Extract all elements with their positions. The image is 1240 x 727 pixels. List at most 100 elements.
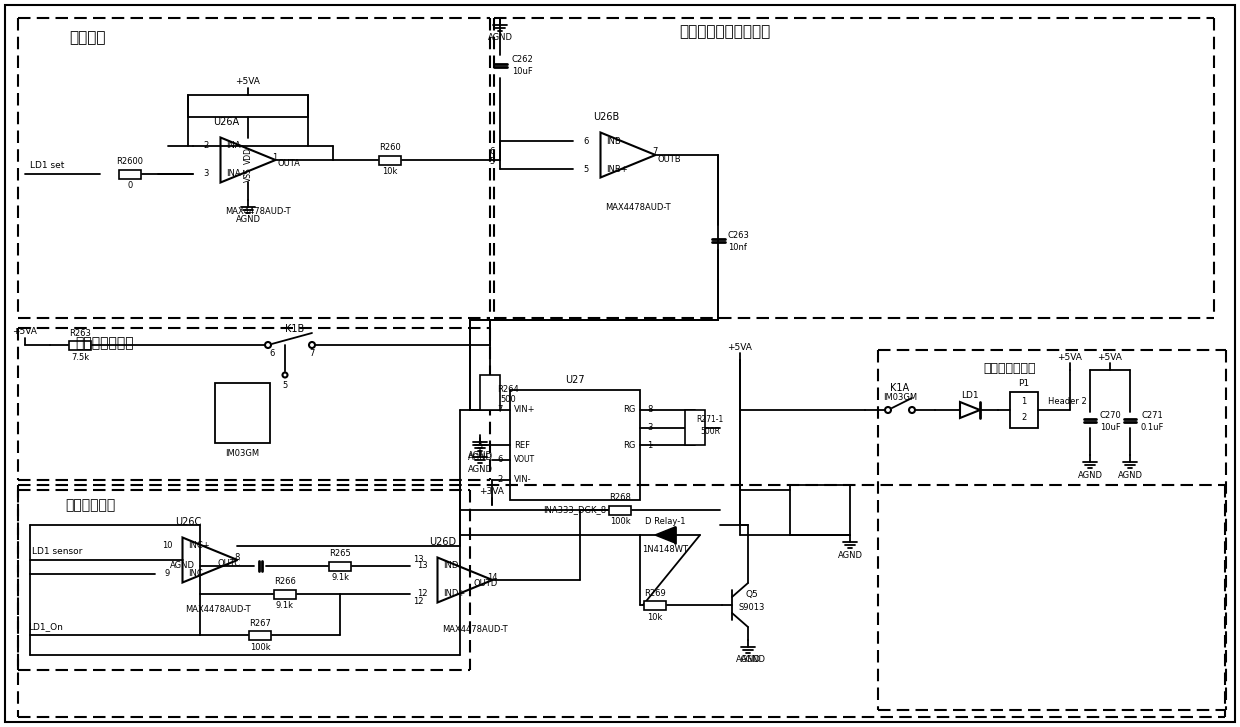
Text: 500R: 500R: [701, 427, 720, 436]
Text: IM03GM: IM03GM: [224, 449, 259, 457]
Text: 5: 5: [477, 441, 482, 449]
Text: S9013: S9013: [739, 603, 765, 611]
Text: 0: 0: [128, 180, 133, 190]
Text: D Relay-1: D Relay-1: [645, 516, 686, 526]
Bar: [249, 630, 272, 640]
Text: K1A: K1A: [890, 383, 910, 393]
Text: AGND: AGND: [467, 451, 492, 459]
Text: OUTB: OUTB: [658, 155, 682, 164]
Text: AGND: AGND: [467, 465, 492, 475]
Text: 7.5k: 7.5k: [71, 353, 89, 361]
Text: RG: RG: [624, 406, 636, 414]
Text: R268: R268: [609, 494, 631, 502]
Text: 6: 6: [269, 350, 275, 358]
Text: U26C: U26C: [175, 517, 201, 527]
Text: AGND: AGND: [170, 561, 195, 571]
Text: OUTC: OUTC: [218, 558, 241, 568]
Text: INA333_DGK_8: INA333_DGK_8: [543, 505, 606, 515]
Text: 滤波部分: 滤波部分: [69, 31, 107, 46]
Text: U26D: U26D: [429, 537, 456, 547]
Text: MAX4478AUD-T: MAX4478AUD-T: [605, 203, 671, 212]
Text: AGND: AGND: [740, 656, 765, 664]
Text: R271-1: R271-1: [697, 416, 724, 425]
Text: LD1 set: LD1 set: [30, 161, 64, 171]
Text: 10k: 10k: [382, 167, 398, 177]
Text: R263: R263: [69, 329, 91, 337]
Text: R2600: R2600: [117, 158, 144, 166]
Text: 10: 10: [161, 542, 172, 550]
Text: INA+: INA+: [226, 169, 248, 179]
Text: IND+: IND+: [443, 590, 465, 598]
Text: 6: 6: [583, 137, 589, 145]
Text: IND-: IND-: [443, 561, 461, 571]
Text: C262: C262: [511, 55, 533, 65]
Bar: [274, 590, 296, 598]
Text: 2: 2: [203, 142, 208, 150]
Circle shape: [309, 342, 315, 348]
Text: AGND: AGND: [735, 656, 760, 664]
Text: INC-: INC-: [188, 569, 206, 579]
Text: 5: 5: [490, 156, 495, 166]
Bar: [379, 156, 401, 164]
Text: +5VA: +5VA: [1058, 353, 1083, 361]
Text: 12: 12: [417, 590, 428, 598]
Text: 6: 6: [497, 456, 502, 465]
Text: INB+: INB+: [606, 164, 627, 174]
Text: 100k: 100k: [610, 518, 630, 526]
Text: LD1: LD1: [961, 390, 978, 400]
Text: 100k: 100k: [249, 643, 270, 651]
Bar: [215, 383, 270, 443]
Bar: [1011, 392, 1038, 428]
Text: 5: 5: [283, 380, 288, 390]
Text: +5VA: +5VA: [1097, 353, 1122, 361]
Text: AGND: AGND: [837, 550, 863, 560]
Text: AGND: AGND: [487, 33, 512, 42]
Text: MAX4478AUD-T: MAX4478AUD-T: [226, 207, 291, 217]
Circle shape: [909, 407, 915, 413]
Text: 10nf: 10nf: [729, 243, 748, 252]
Bar: [69, 340, 91, 350]
Bar: [790, 485, 849, 535]
Text: 7: 7: [497, 406, 502, 414]
Text: 激光器保护部分: 激光器保护部分: [983, 361, 1037, 374]
Text: 9.1k: 9.1k: [331, 574, 348, 582]
Text: 2: 2: [1022, 414, 1027, 422]
Text: 10uF: 10uF: [1100, 422, 1121, 432]
Text: 1N4148WT: 1N4148WT: [642, 545, 688, 553]
Text: 1: 1: [1022, 398, 1027, 406]
Text: VOUT: VOUT: [515, 456, 536, 465]
Text: 1: 1: [647, 441, 652, 449]
Text: 500: 500: [500, 395, 516, 404]
Text: R267: R267: [249, 619, 270, 627]
Polygon shape: [655, 527, 675, 543]
Bar: [480, 375, 500, 410]
Text: INB-: INB-: [606, 137, 624, 145]
Text: 14: 14: [487, 572, 497, 582]
Text: 10k: 10k: [647, 613, 662, 622]
Text: VIN-: VIN-: [515, 475, 532, 484]
Text: 12: 12: [413, 596, 423, 606]
Text: 8: 8: [647, 406, 652, 414]
Circle shape: [265, 342, 272, 348]
Circle shape: [283, 372, 288, 377]
Text: R260: R260: [379, 143, 401, 153]
Circle shape: [885, 407, 892, 413]
Text: AGND: AGND: [1078, 470, 1102, 480]
Text: U26A: U26A: [213, 117, 239, 127]
Text: 7: 7: [652, 148, 657, 156]
Text: AGND: AGND: [467, 454, 492, 462]
Text: 电流源硬件自闭环电路: 电流源硬件自闭环电路: [680, 25, 770, 39]
Text: R266: R266: [274, 577, 296, 587]
Text: VDD: VDD: [243, 147, 253, 164]
Text: +5VA: +5VA: [236, 78, 260, 87]
Text: IM03GM: IM03GM: [883, 393, 918, 403]
Text: REF: REF: [515, 441, 529, 449]
Bar: [684, 410, 706, 445]
Text: RG: RG: [624, 441, 636, 449]
Text: MAX4478AUD-T: MAX4478AUD-T: [185, 606, 250, 614]
Text: OUTA: OUTA: [278, 159, 301, 169]
Text: AGND: AGND: [1117, 470, 1142, 480]
Text: 5: 5: [583, 164, 589, 174]
Text: P1: P1: [1018, 379, 1029, 388]
Text: U26B: U26B: [593, 112, 619, 122]
